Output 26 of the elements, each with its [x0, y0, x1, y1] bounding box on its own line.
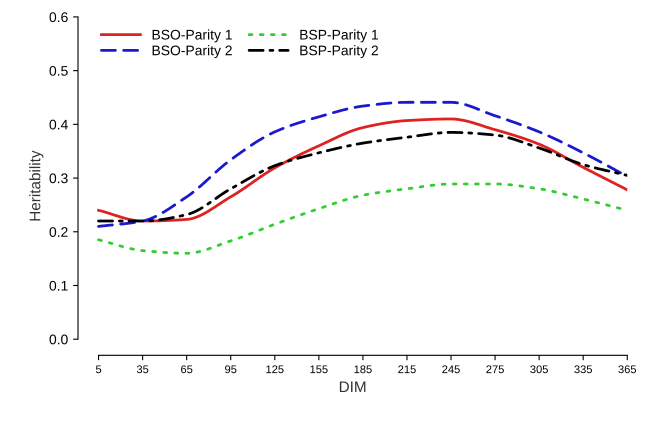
- x-tick-label: 215: [398, 365, 416, 374]
- x-tick-label: 65: [181, 365, 192, 374]
- x-tick-label: 365: [618, 365, 636, 374]
- x-axis-title: DIM: [340, 382, 366, 392]
- y-tick-label: 0.6: [50, 12, 68, 22]
- y-tick-label: 0.5: [50, 66, 68, 76]
- x-tick-label: 245: [442, 365, 460, 374]
- y-tick-label: 0.1: [50, 280, 68, 291]
- x-tick-label: 95: [225, 365, 236, 374]
- y-tick-label: 0.4: [50, 120, 68, 130]
- x-tick-label: 185: [354, 365, 372, 374]
- legend-label: BSO-Parity 2: [152, 45, 232, 58]
- x-tick-label: 125: [266, 365, 284, 374]
- y-axis-title: Heritability: [29, 150, 44, 221]
- x-tick-label: 305: [530, 365, 548, 374]
- y-tick-label: 0.2: [50, 227, 68, 237]
- x-tick-label: 5: [96, 365, 102, 374]
- legend-label: BSO-Parity 1: [152, 29, 232, 42]
- x-tick-label: 155: [310, 365, 328, 374]
- x-tick-label: 335: [574, 365, 592, 374]
- y-tick-label: 0.3: [50, 173, 68, 184]
- legend-label: BSP-Parity 1: [300, 29, 378, 42]
- x-tick-label: 35: [136, 365, 148, 374]
- legend-label: BSP-Parity 2: [300, 45, 378, 58]
- y-tick-label: 0.0: [50, 334, 68, 344]
- x-tick-label: 275: [486, 365, 504, 374]
